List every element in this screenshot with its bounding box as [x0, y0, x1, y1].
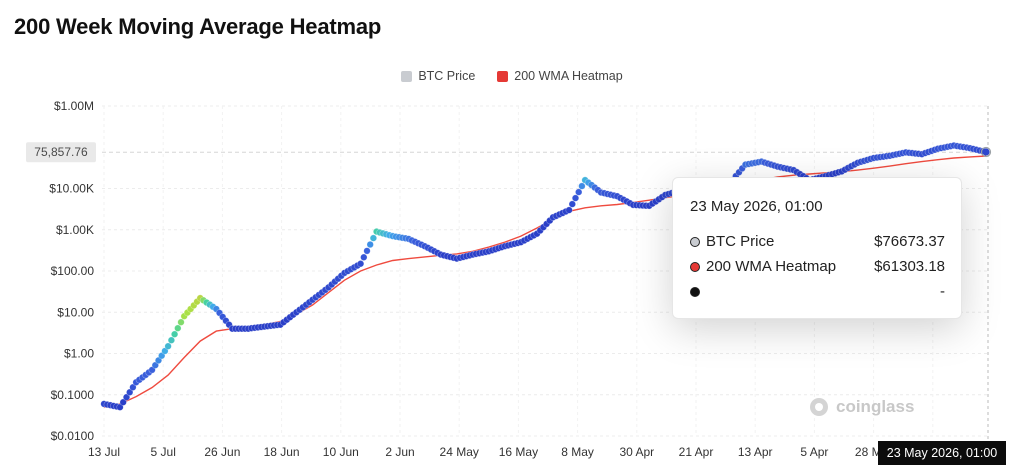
price-dot	[369, 234, 378, 242]
y-tick-label: $1.00	[64, 347, 94, 361]
legend-item-btc-price[interactable]: BTC Price	[401, 69, 475, 83]
price-dot	[357, 260, 365, 268]
x-tick-label: 5 Apr	[800, 445, 828, 459]
x-tick-label: 10 Jun	[323, 445, 359, 459]
price-dot	[167, 336, 175, 344]
tooltip-dot-200wma	[690, 261, 700, 272]
tooltip-row-empty: -	[690, 283, 945, 300]
legend-item-200wma[interactable]: 200 WMA Heatmap	[497, 69, 623, 83]
price-tag: 75,857.76	[26, 142, 96, 163]
legend-swatch-btc-price	[401, 70, 413, 82]
price-dot	[174, 324, 182, 332]
price-dot	[366, 240, 374, 249]
price-dot	[158, 352, 166, 360]
x-tick-label: 16 May	[499, 445, 538, 459]
x-tick-label: 13 Apr	[738, 445, 773, 459]
x-tick-label: 8 May	[561, 445, 594, 459]
price-dot	[122, 393, 131, 401]
price-dot	[565, 206, 573, 214]
y-tick-label: $10.00K	[49, 182, 94, 196]
price-dot	[171, 330, 179, 338]
tooltip-row-200wma: 200 WMA Heatmap $61303.18	[690, 258, 945, 275]
price-tag-background	[26, 142, 96, 163]
x-tick-label: 21 Apr	[679, 445, 714, 459]
price-dot	[363, 247, 371, 255]
hover-marker	[980, 146, 992, 158]
x-tick-label: 5 Jul	[151, 445, 176, 459]
price-dot	[129, 383, 137, 391]
price-dot	[119, 398, 127, 406]
tooltip-value-empty: -	[940, 283, 945, 300]
tooltip-value-btc-price: $76673.37	[874, 233, 945, 250]
y-axis: $0.0100 $0.1000 $1.00 $10.00 $100.00 $1.00K $1…	[49, 99, 94, 443]
price-dot	[151, 361, 159, 369]
page-title: 200 Week Moving Average Heatmap	[14, 14, 382, 39]
y-tick-label: $1.00M	[54, 99, 94, 113]
price-dot	[571, 194, 580, 202]
price-dot	[148, 366, 156, 374]
tooltip-date: 23 May 2026, 01:00	[690, 198, 823, 215]
y-tick-label: $1.00K	[56, 223, 94, 237]
y-tick-label: $10.00	[57, 305, 94, 319]
tooltip-row-btc-price: BTC Price $76673.37	[690, 233, 945, 250]
price-dot	[126, 388, 134, 396]
coinglass-logo-icon	[810, 398, 828, 416]
legend-label-btc-price: BTC Price	[418, 69, 476, 83]
tooltip-dot-btc-price	[690, 236, 700, 247]
tooltip-dot-empty	[690, 286, 700, 297]
tooltip-value-200wma: $61303.18	[874, 258, 945, 275]
price-dot	[177, 318, 185, 326]
price-dot	[982, 148, 990, 156]
tooltip-label-btc-price: BTC Price	[706, 233, 775, 250]
price-dot	[116, 403, 124, 411]
price-dot	[161, 347, 169, 355]
x-tick-label: 13 Jul	[88, 445, 120, 459]
watermark-text: coinglass	[836, 397, 915, 416]
price-dot	[164, 342, 172, 350]
y-tick-label: $0.1000	[51, 388, 95, 402]
x-cursor-label: 23 May 2026, 01:00	[878, 441, 1006, 465]
x-axis: 13 Jul 5 Jul 26 Jun 18 Jun 10 Jun 2 Jun 24 May…	[88, 445, 951, 459]
x-tick-label: 24 May	[440, 445, 479, 459]
x-tick-label: 26 Jun	[204, 445, 240, 459]
price-dot	[575, 188, 583, 196]
price-tag-text: 75,857.76	[34, 145, 88, 159]
y-tick-label: $0.0100	[51, 429, 95, 443]
tooltip: 23 May 2026, 01:00 BTC Price $76673.37 2…	[672, 177, 962, 319]
legend-label-200wma: 200 WMA Heatmap	[514, 69, 623, 83]
x-tick-label: 18 Jun	[264, 445, 300, 459]
tooltip-label-200wma: 200 WMA Heatmap	[706, 258, 837, 275]
price-dot	[154, 356, 163, 365]
legend-swatch-200wma	[497, 70, 509, 82]
x-tick-label: 30 Apr	[619, 445, 654, 459]
y-tick-label: $100.00	[51, 264, 95, 278]
price-dot	[568, 200, 576, 208]
price-dot	[578, 182, 586, 190]
x-tick-label: 2 Jun	[385, 445, 414, 459]
coinglass-watermark: coinglass	[808, 396, 914, 418]
price-dot	[360, 253, 368, 261]
chart-legend: BTC Price 200 WMA Heatmap	[0, 69, 1024, 83]
